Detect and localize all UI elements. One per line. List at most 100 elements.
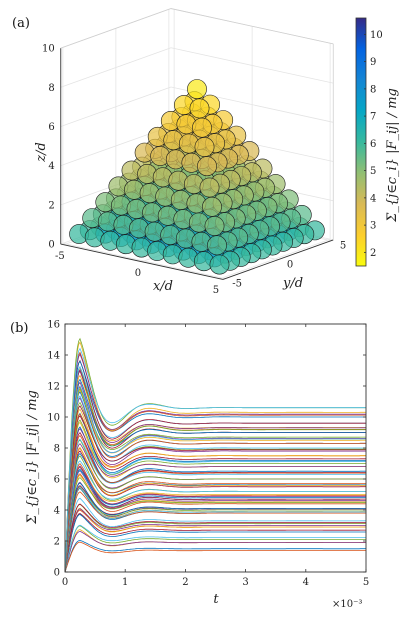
force-history-line: [64, 539, 366, 573]
panel-b-series: [64, 337, 366, 573]
sphere: [187, 79, 207, 100]
force-history-line: [64, 482, 366, 573]
colorbar-tick: 9: [370, 57, 376, 68]
sphere: [192, 117, 212, 138]
colorbar-tick: 8: [370, 84, 376, 95]
force-history-line: [64, 397, 366, 573]
force-history-line: [64, 439, 366, 573]
force-history-line: [64, 503, 366, 573]
panel-b-y-tick: 10: [47, 413, 60, 424]
panel-b-y-tick: 6: [54, 475, 60, 486]
panel-b-y-tick: 2: [54, 537, 60, 548]
force-history-line: [64, 524, 366, 573]
sphere: [202, 196, 222, 217]
panel-a-y-tick: -5: [232, 279, 242, 290]
colorbar-tick: 7: [370, 112, 376, 123]
panel-b-x-tick: 2: [182, 577, 188, 588]
sphere: [197, 156, 217, 177]
panel-a-y-tick: 5: [340, 241, 346, 252]
colorbar-gradient: [355, 17, 367, 267]
force-history-line: [64, 477, 366, 573]
sphere: [209, 254, 230, 275]
force-history-line: [64, 460, 366, 573]
force-history-line: [64, 446, 366, 573]
sphere: [189, 98, 210, 119]
force-history-line: [64, 434, 366, 573]
force-history-line: [64, 486, 366, 573]
sphere: [204, 216, 225, 236]
force-history-line: [64, 508, 366, 573]
panel-a-z-tick: 0: [48, 240, 54, 251]
panel-a-z-tick: 6: [48, 122, 54, 133]
force-history-line: [64, 359, 366, 573]
force-history-line: [64, 450, 366, 573]
panel-a-y-tick: 0: [287, 260, 293, 271]
panel-a-label: (a): [12, 16, 30, 31]
force-history-line: [64, 513, 366, 573]
force-history-line: [64, 368, 366, 573]
panel-b-x-tick: 3: [242, 577, 248, 588]
panel-a-z-tick: 4: [48, 161, 54, 172]
force-history-line: [64, 405, 366, 573]
colorbar-label: Σ_{j∈c_i} |F_ij| / mg: [385, 88, 400, 223]
colorbar-tick: 5: [370, 166, 376, 177]
force-history-line: [64, 353, 366, 573]
force-history-line: [64, 525, 366, 573]
force-history-line: [64, 341, 366, 573]
panel-a-x-tick: -5: [55, 251, 65, 262]
force-history-line: [64, 408, 366, 573]
force-history-line: [64, 381, 366, 573]
colorbar-tick: 2: [370, 248, 376, 259]
force-history-line: [64, 347, 366, 573]
sphere: [199, 177, 220, 198]
colorbar-tick: 4: [370, 193, 376, 204]
force-history-line: [64, 470, 366, 573]
colorbar: 2 3 4 5 6 7 8 9 10: [355, 17, 383, 267]
panel-b-y-tick: 0: [54, 568, 60, 579]
colorbar-tick: 3: [370, 221, 376, 232]
panel-b-x-tick: 1: [122, 577, 128, 588]
colorbar-tick: 6: [370, 139, 376, 150]
force-history-line: [64, 530, 366, 573]
panel-a-z-tick: 8: [48, 83, 54, 94]
force-history-line: [64, 507, 366, 573]
force-history-line: [64, 389, 366, 573]
force-history-line: [64, 351, 366, 573]
panel-b-y-tick: 4: [54, 506, 60, 517]
panel-a-z-tick: 2: [48, 200, 54, 211]
panel-a-z-tick: 10: [42, 44, 55, 55]
force-history-line: [64, 387, 366, 573]
colorbar-tick: 10: [370, 30, 383, 41]
force-history-line: [64, 366, 366, 573]
force-history-line: [64, 447, 366, 573]
force-history-line: [64, 413, 366, 573]
force-history-line: [64, 468, 366, 573]
panel-b-label: (b): [10, 321, 28, 336]
sphere: [194, 137, 215, 157]
force-history-line: [64, 503, 366, 573]
panel-b-x-tick: 4: [303, 577, 309, 588]
force-history-line: [64, 428, 366, 573]
panel-b-y-tick: 14: [47, 351, 60, 362]
force-history-line: [64, 438, 366, 573]
force-history-line: [64, 466, 366, 573]
panel-b-y-tick: 8: [54, 444, 60, 455]
force-history-line: [64, 415, 366, 573]
force-history-line: [64, 412, 366, 573]
force-history-line: [64, 385, 366, 573]
panel-a-x-tick: 0: [135, 268, 141, 279]
force-history-line: [64, 384, 366, 573]
panel-a-xlabel: x/d: [153, 279, 173, 294]
panel-b-y-tick: 16: [47, 320, 60, 331]
force-history-line: [64, 369, 366, 573]
force-history-line: [64, 465, 366, 573]
panel-b-y-tick: 12: [47, 382, 60, 393]
force-history-line: [64, 497, 366, 573]
panel-b-x-tick: 0: [62, 577, 68, 588]
panel-b-ylabel: Σ_{j∈c_i} |F_ij| / mg: [25, 390, 40, 525]
panel-a-x-tick: 5: [213, 285, 219, 296]
panel-b-x-tick: 5: [363, 577, 369, 588]
